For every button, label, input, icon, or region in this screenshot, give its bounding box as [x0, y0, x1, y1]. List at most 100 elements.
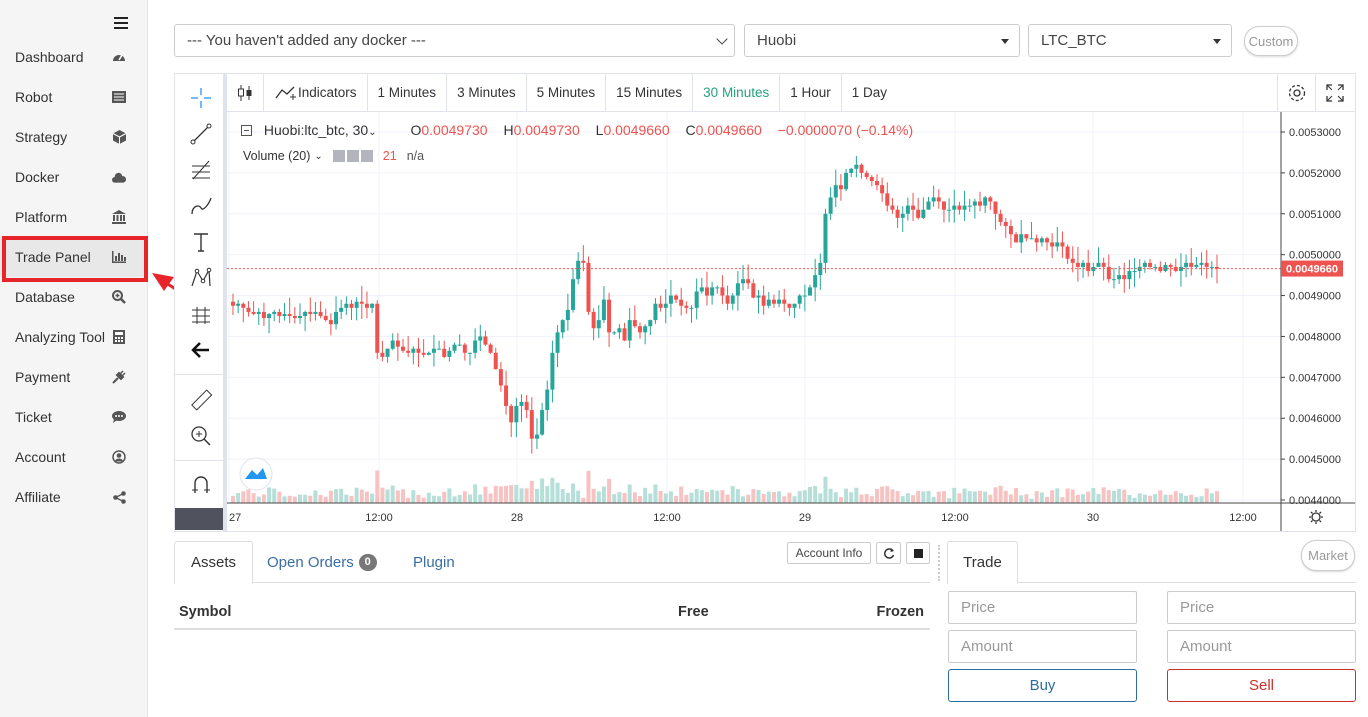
candle-body — [1070, 258, 1075, 263]
sidebar-item-docker[interactable]: Docker — [0, 157, 148, 197]
brush-icon[interactable] — [183, 190, 219, 222]
volume-bar — [426, 492, 431, 503]
fib-icon[interactable] — [183, 154, 219, 186]
candle-body — [833, 185, 838, 198]
interval-3m[interactable]: 3 Minutes — [447, 73, 527, 112]
sell-amount-input[interactable]: Amount — [1167, 630, 1356, 663]
menu-toggle-icon[interactable] — [114, 17, 128, 29]
sidebar-item-dashboard[interactable]: Dashboard — [0, 37, 148, 77]
sidebar-item-account[interactable]: Account — [0, 437, 148, 477]
volume-bar — [890, 489, 895, 503]
tab-assets[interactable]: Assets — [174, 541, 254, 584]
zoom-in-icon[interactable] — [183, 420, 219, 452]
candle-body — [261, 311, 266, 319]
volume-bar — [256, 496, 261, 503]
volume-bar — [658, 490, 663, 503]
candle-body — [313, 311, 318, 314]
volume-bar — [1106, 490, 1111, 503]
volume-bar — [916, 490, 921, 503]
candle-body — [328, 320, 333, 325]
candle-body — [962, 205, 967, 210]
symbol-label[interactable]: Huobi:ltc_btc, 30 — [263, 122, 369, 138]
cloud-icon — [112, 170, 126, 184]
sidebar-item-payment[interactable]: Payment — [0, 357, 148, 397]
candle-body — [787, 303, 792, 308]
prediction-icon[interactable] — [183, 298, 219, 330]
volume-bar — [385, 489, 390, 503]
pair-select[interactable]: LTC_BTC — [1028, 24, 1232, 57]
candle-body — [519, 401, 524, 406]
interval-1m[interactable]: 1 Minutes — [368, 73, 448, 112]
interval-1h[interactable]: 1 Hour — [780, 73, 842, 112]
interval-5m[interactable]: 5 Minutes — [527, 73, 607, 112]
price-chart[interactable]: 0.0053000 0.0052000 0.0051000 0.0050000 0.00… — [227, 112, 1355, 531]
volume-bar — [297, 494, 302, 503]
volume-bar — [292, 496, 297, 503]
tab-plugin[interactable]: Plugin — [413, 553, 455, 571]
sell-button[interactable]: Sell — [1167, 669, 1356, 702]
settings-small-icon[interactable] — [346, 150, 359, 162]
lock-drawings-icon[interactable] — [175, 508, 223, 530]
volume-bar — [926, 490, 931, 503]
sidebar-item-analyzing-tool[interactable]: Analyzing Tool — [0, 317, 148, 357]
interval-30m[interactable]: 30 Minutes — [693, 73, 781, 112]
eye-icon[interactable] — [332, 150, 345, 162]
stop-icon[interactable] — [906, 542, 930, 564]
volume-bar — [1148, 495, 1153, 503]
candle-body — [1075, 262, 1080, 267]
candle-body — [895, 209, 900, 218]
back-arrow-icon[interactable] — [183, 334, 219, 366]
exchange-select[interactable]: Huobi — [744, 24, 1020, 57]
indicators-button[interactable]: Indicators — [264, 73, 368, 112]
search-plus-icon — [112, 290, 126, 304]
low-label: L — [595, 122, 604, 138]
account-info-button[interactable]: Account Info — [787, 542, 871, 564]
candle-body — [426, 352, 431, 355]
volume-bar — [741, 496, 746, 503]
sidebar-item-robot[interactable]: Robot — [0, 77, 148, 117]
tab-open-orders[interactable]: Open Orders 0 — [251, 541, 393, 583]
custom-button[interactable]: Custom — [1244, 26, 1298, 56]
interval-15m[interactable]: 15 Minutes — [606, 73, 694, 112]
remove-icon[interactable] — [360, 150, 373, 162]
collapse-icon[interactable] — [241, 125, 252, 136]
sidebar-item-label: Affiliate — [15, 489, 61, 505]
buy-amount-input[interactable]: Amount — [948, 630, 1137, 663]
ruler-icon[interactable] — [183, 384, 219, 416]
volume-label[interactable]: Volume (20) — [243, 149, 311, 163]
sell-price-input[interactable]: Price — [1167, 591, 1356, 624]
tab-trade[interactable]: Trade — [947, 541, 1018, 584]
crosshair-icon[interactable] — [183, 82, 219, 114]
candle-body — [704, 287, 709, 296]
sidebar-item-trade-panel[interactable]: Trade Panel — [0, 237, 148, 277]
candle-body — [292, 316, 297, 319]
text-tool-icon[interactable] — [183, 226, 219, 258]
sidebar-item-ticket[interactable]: Ticket — [0, 397, 148, 437]
magnet-icon[interactable] — [183, 468, 219, 500]
sidebar-item-affiliate[interactable]: Affiliate — [0, 477, 148, 517]
interval-1d[interactable]: 1 Day — [851, 85, 888, 100]
candle-type-icon[interactable] — [227, 73, 264, 112]
buy-price-input[interactable]: Price — [948, 591, 1137, 624]
settings-gear-icon[interactable] — [1277, 74, 1315, 112]
volume-bar — [808, 486, 813, 503]
trend-line-icon[interactable] — [183, 118, 219, 150]
sidebar-item-strategy[interactable]: Strategy — [0, 117, 148, 157]
candle-body — [674, 295, 679, 300]
docker-select[interactable]: --- You haven't added any docker --- — [174, 24, 735, 57]
sidebar-item-platform[interactable]: Platform — [0, 197, 148, 237]
candle-body — [308, 311, 313, 314]
volume-bar — [993, 487, 998, 503]
candle-body — [431, 348, 436, 353]
trade-tabs: Trade — [947, 541, 1356, 584]
fullscreen-icon[interactable] — [1315, 74, 1353, 112]
pattern-icon[interactable] — [183, 262, 219, 294]
refresh-icon[interactable] — [876, 542, 901, 564]
sidebar-item-database[interactable]: Database — [0, 277, 148, 317]
candle-body — [251, 311, 256, 314]
candle-body — [720, 287, 725, 296]
buy-button[interactable]: Buy — [948, 669, 1137, 702]
market-toggle-button[interactable]: Market — [1301, 540, 1355, 571]
volume-bars — [231, 470, 1219, 503]
sidebar-item-label: Trade Panel — [15, 249, 91, 265]
